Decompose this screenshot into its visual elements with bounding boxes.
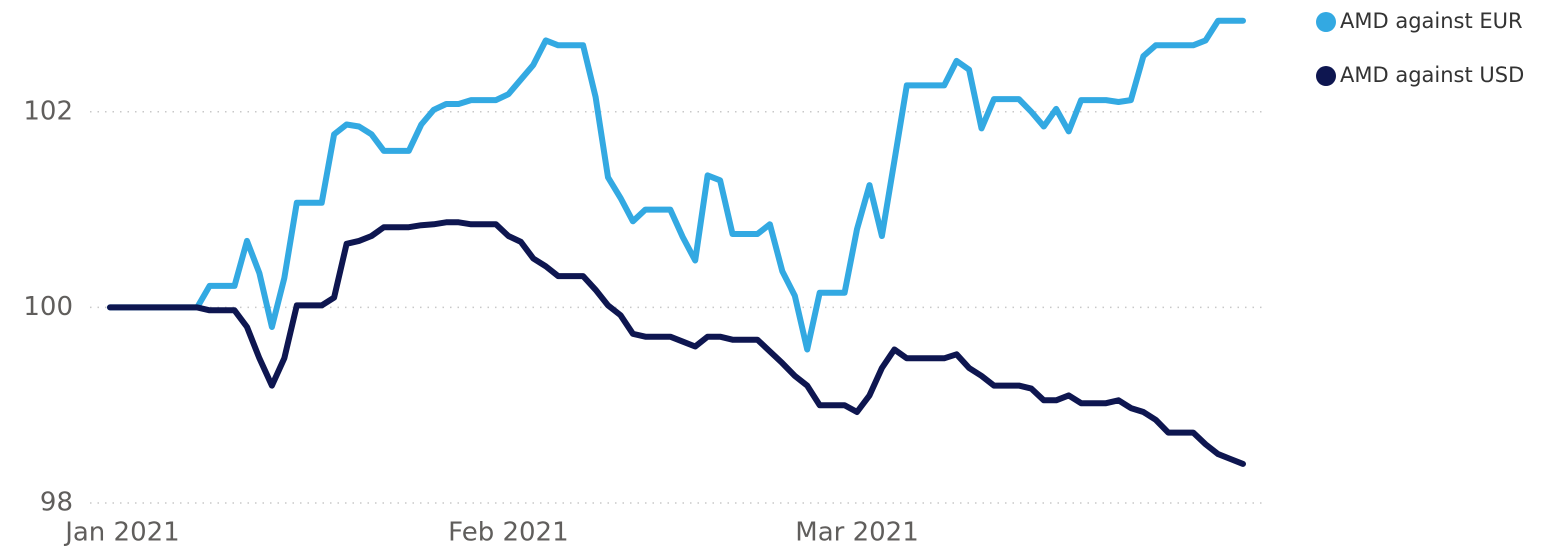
y-tick-label: 102 [23, 96, 73, 126]
line [107, 219, 1246, 467]
y-tick-label: 100 [23, 292, 73, 322]
x-tick-label: Jan 2021 [63, 518, 180, 548]
x-tick-label: Feb 2021 [448, 518, 568, 548]
legend-label: AMD against EUR [1340, 9, 1523, 33]
y-tick-label: 98 [40, 488, 73, 518]
x-tick-label: Mar 2021 [795, 518, 919, 548]
legend-label: AMD against USD [1340, 63, 1524, 87]
legend-marker [1316, 12, 1336, 32]
legend-marker [1316, 66, 1336, 86]
line [107, 17, 1246, 353]
